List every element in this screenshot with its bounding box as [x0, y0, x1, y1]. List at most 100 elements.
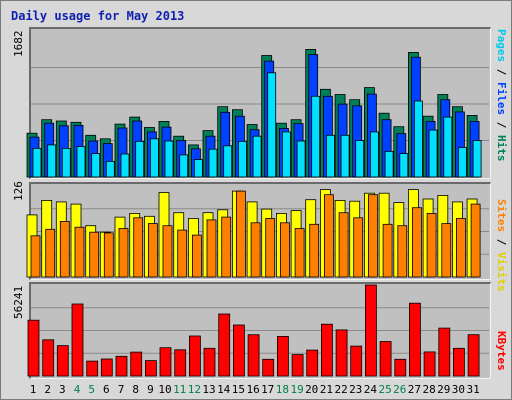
pages-bar [76, 146, 86, 178]
day-label: 30 [451, 383, 466, 396]
pages-bar [223, 145, 233, 178]
kbytes-bar [276, 335, 289, 377]
sites-bar [470, 203, 481, 278]
sites-bar [191, 234, 202, 278]
sites-bar [89, 231, 100, 278]
kbytes-bar [188, 335, 201, 377]
pages-bar [428, 129, 438, 178]
kbytes-bar [56, 345, 69, 377]
kbytes-bar [364, 284, 377, 377]
pages-bar [296, 140, 306, 178]
pages-bar [135, 140, 145, 178]
pages-bar [355, 140, 365, 178]
kbytes-bar [86, 360, 99, 377]
kbytes-bar [100, 358, 113, 377]
page-title: Daily usage for May 2013 [11, 9, 185, 23]
pages-bar [369, 131, 379, 178]
day-label: 6 [102, 383, 110, 396]
kbytes-bar [408, 302, 421, 377]
pages-bar [443, 116, 453, 178]
sites-bar [235, 190, 246, 278]
pages-bar [32, 147, 42, 178]
day-label: 24 [363, 383, 378, 396]
day-label: 31 [466, 383, 480, 396]
sites-bar [177, 229, 188, 278]
kbytes-bar [174, 349, 187, 377]
kbytes-bar [247, 334, 260, 377]
sites-bar [279, 222, 290, 278]
sites-bar [455, 218, 466, 278]
day-label: 20 [305, 383, 319, 396]
pages-bar [457, 147, 467, 178]
pages-bar [149, 138, 159, 178]
sites-bar [147, 223, 158, 278]
sites-bar [133, 217, 144, 278]
pages-bar [311, 95, 321, 178]
sites-bar [162, 225, 173, 278]
pages-bar [61, 147, 71, 178]
sites-bar [367, 194, 378, 278]
sites-bar [103, 232, 114, 278]
kbytes-bar [379, 341, 392, 377]
kbytes-bar [218, 313, 231, 377]
pages-bar [281, 131, 291, 178]
kbytes-bar [262, 358, 275, 377]
pages-bar [340, 134, 350, 178]
sites-bar [441, 223, 452, 278]
day-label: 12 [187, 383, 202, 396]
day-label: 27 [407, 383, 422, 396]
pages-bar [252, 135, 262, 178]
kbytes-bar [71, 303, 84, 377]
sites-bar [206, 219, 217, 278]
day-label: 10 [158, 383, 172, 396]
kbytes-bar [452, 347, 465, 377]
pages-bar [384, 150, 394, 178]
sites-bar [118, 228, 129, 278]
pages-bar [413, 100, 423, 178]
day-label: 7 [117, 383, 125, 396]
pages-bar [179, 154, 189, 178]
pages-bar [399, 153, 409, 178]
sites-bar [45, 228, 56, 278]
sites-bar [411, 207, 422, 278]
day-label: 11 [173, 383, 187, 396]
pages-bar [267, 72, 277, 178]
kbytes-bar [394, 358, 407, 377]
day-label: 2 [44, 383, 51, 396]
sites-bar [59, 220, 70, 278]
day-label: 29 [437, 383, 451, 396]
kbytes-bar [423, 351, 436, 377]
sites-bar [323, 194, 334, 278]
day-label: 25 [378, 383, 392, 396]
kbytes-bar [291, 354, 304, 377]
pages-bar [325, 134, 335, 178]
pages-bar [120, 153, 130, 178]
sites-bar [353, 217, 364, 278]
pages-bar [164, 140, 174, 178]
pages-bar [208, 148, 218, 178]
kbytes-bar [159, 347, 172, 377]
kbytes-bar [130, 351, 143, 377]
pages-bar [47, 144, 57, 178]
kbytes-bar [467, 334, 480, 377]
kbytes-bar [306, 349, 319, 377]
pages-bar [472, 140, 482, 178]
day-label: 18 [275, 383, 290, 396]
kbytes-bar [144, 360, 157, 377]
kbytes-bar [203, 347, 216, 377]
day-label: 21 [319, 383, 334, 396]
sites-bar [74, 226, 85, 278]
sites-bar [426, 212, 437, 278]
kbytes-bar [115, 355, 128, 377]
kbytes-bar [320, 323, 333, 377]
sites-bar [265, 218, 276, 278]
day-label: 19 [290, 383, 304, 396]
kbytes-bar [350, 345, 363, 377]
sites-bar [250, 222, 261, 278]
sites-bar [294, 228, 305, 278]
day-label: 15 [231, 383, 246, 396]
day-label: 5 [88, 383, 95, 396]
day-label: 4 [73, 383, 81, 396]
